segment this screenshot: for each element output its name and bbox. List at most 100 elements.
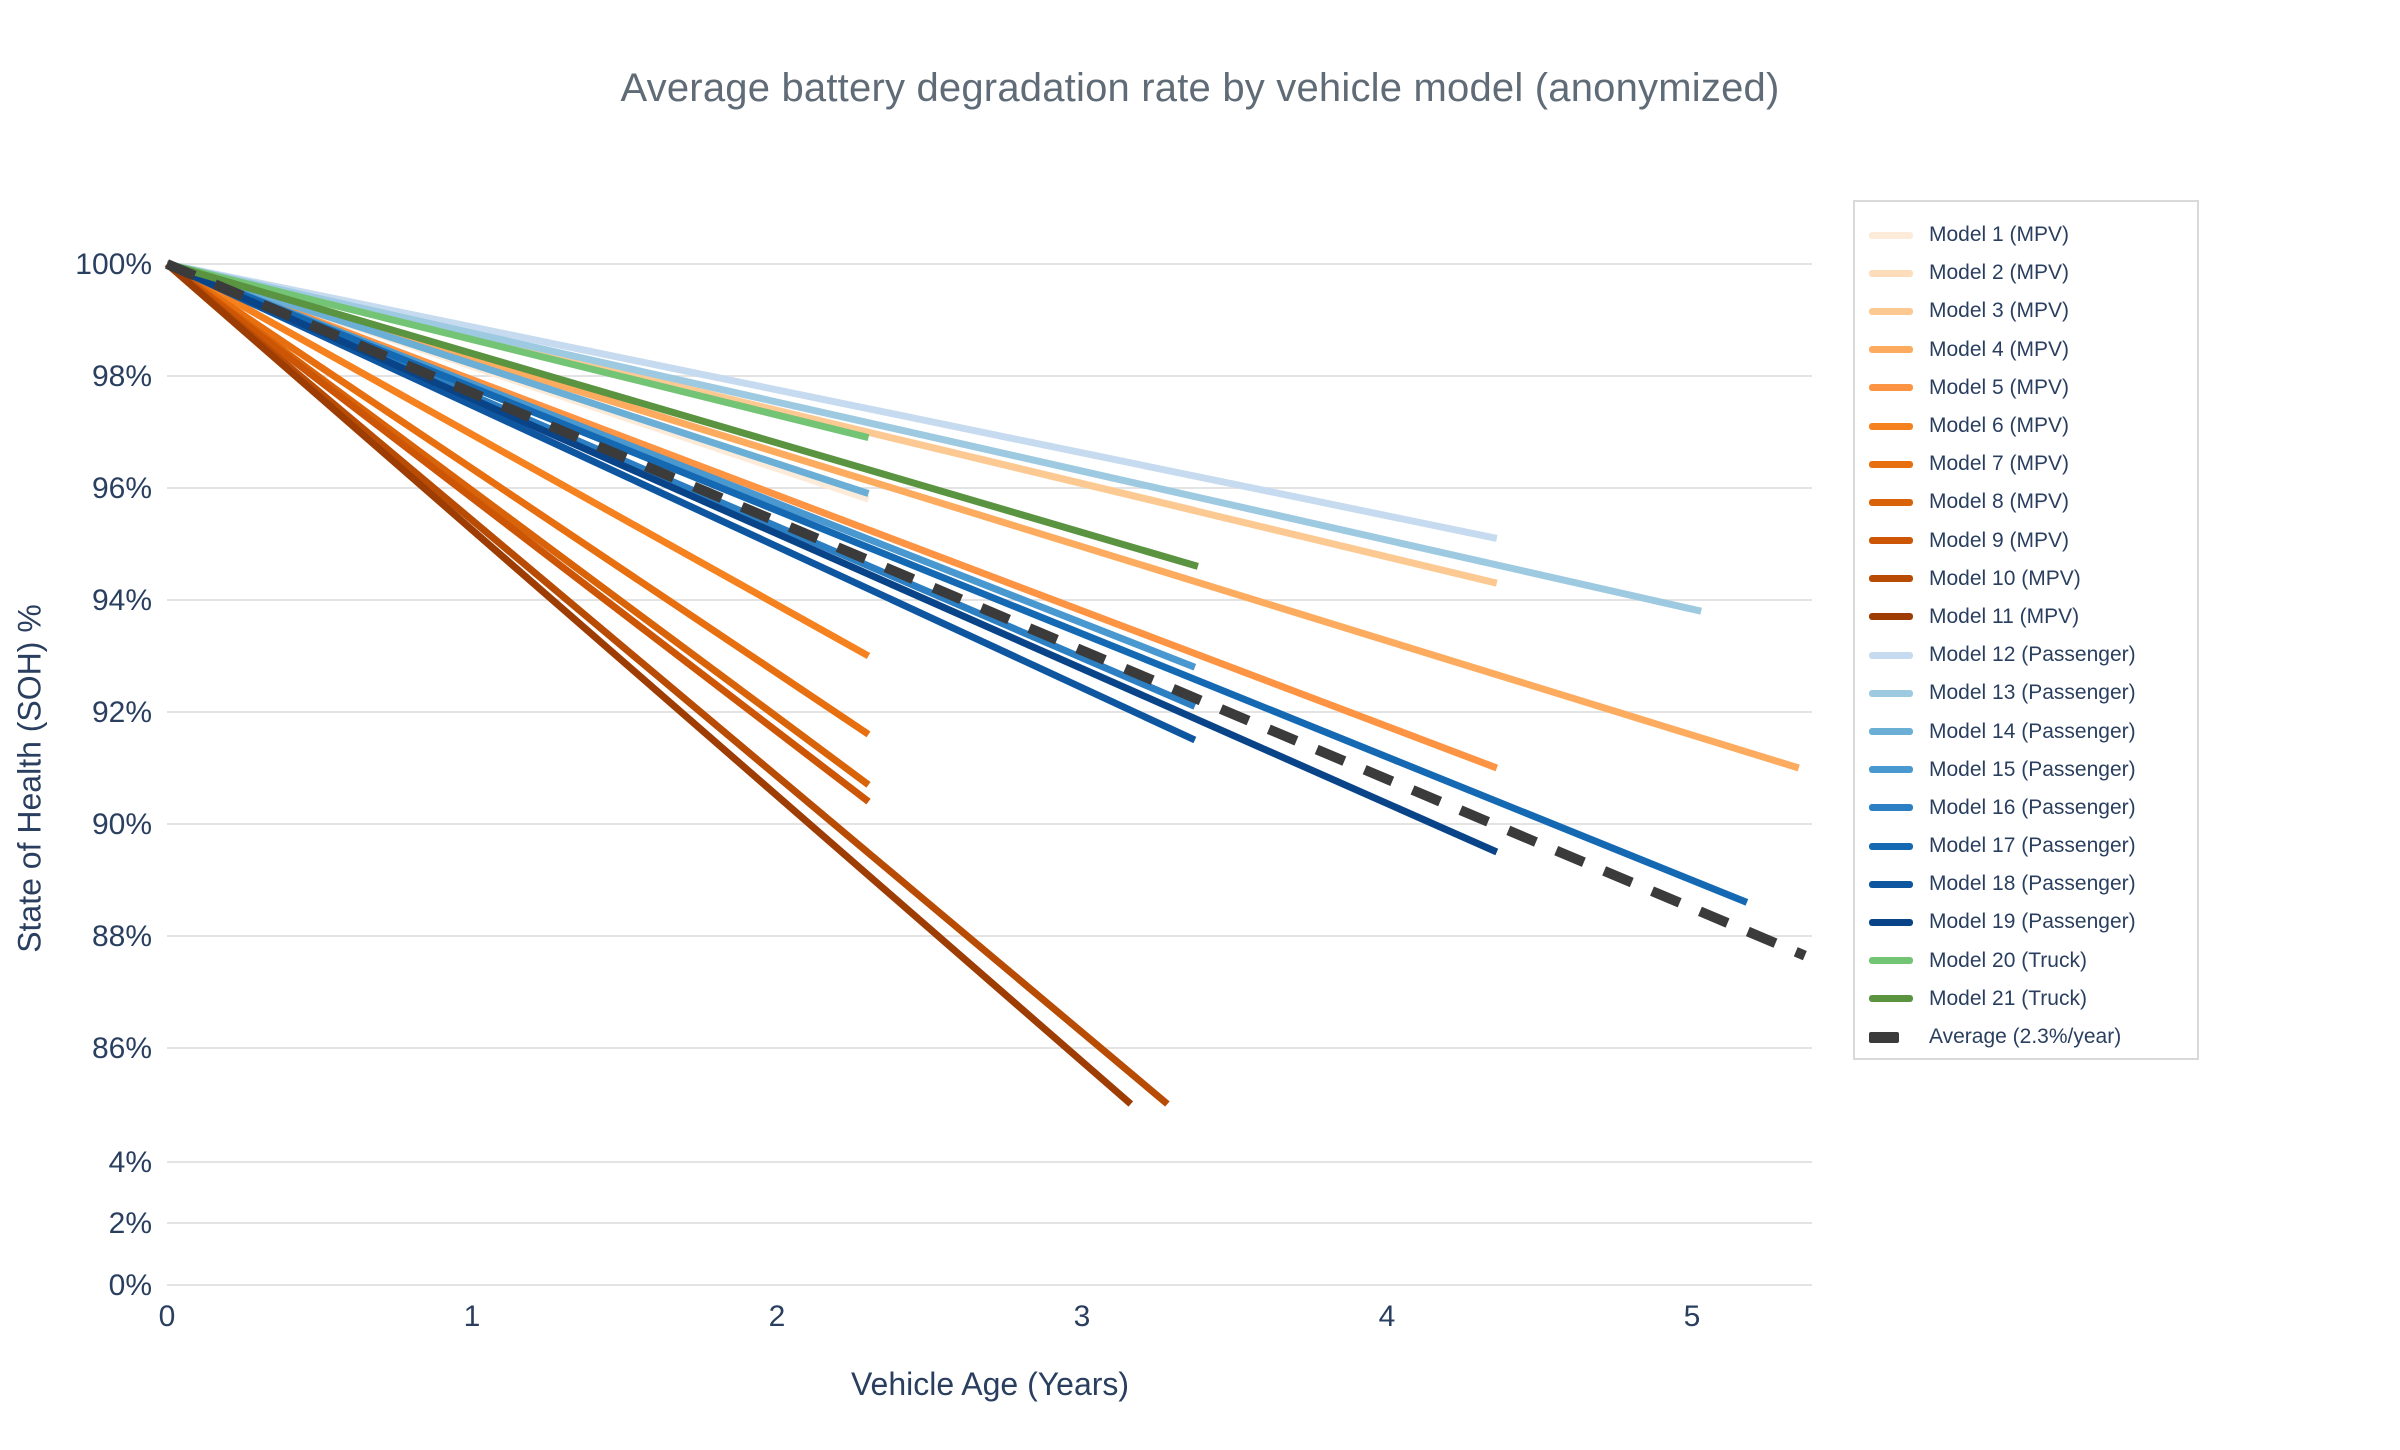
- legend-item-model-10-mpv[interactable]: Model 10 (MPV): [1855, 560, 2197, 598]
- legend-swatch-model-6-mpv: [1869, 422, 1913, 430]
- x-tick-label-2: 2: [769, 1300, 786, 1333]
- legend-item-model-6-mpv[interactable]: Model 6 (MPV): [1855, 407, 2197, 445]
- legend-item-model-8-mpv[interactable]: Model 8 (MPV): [1855, 483, 2197, 521]
- series-line-model-21-truck: [166, 260, 1199, 570]
- legend-item-model-19-passenger[interactable]: Model 19 (Passenger): [1855, 903, 2197, 941]
- legend-item-model-4-mpv[interactable]: Model 4 (MPV): [1855, 331, 2197, 369]
- y-tick-label-90: 90%: [92, 808, 152, 841]
- y-tick-label-94: 94%: [92, 584, 152, 617]
- legend-swatch-model-13-passenger: [1869, 689, 1913, 697]
- y-axis-title: State of Health (SOH) %: [11, 604, 48, 953]
- series-line-model-13-passenger: [166, 260, 1702, 615]
- legend-label-model-11-mpv: Model 11 (MPV): [1929, 604, 2080, 628]
- x-axis-title: Vehicle Age (Years): [850, 1366, 1130, 1402]
- legend-label-model-18-passenger: Model 18 (Passenger): [1929, 872, 2136, 896]
- legend-item-model-7-mpv[interactable]: Model 7 (MPV): [1855, 445, 2197, 483]
- legend-swatch-model-1-mpv: [1869, 231, 1913, 239]
- series-line-model-9-mpv: [164, 261, 871, 805]
- x-tick-label-3: 3: [1074, 1300, 1091, 1333]
- legend-swatch-model-7-mpv: [1869, 460, 1913, 468]
- legend-item-model-12-passenger[interactable]: Model 12 (Passenger): [1855, 636, 2197, 674]
- y-tick-label-4: 4%: [109, 1146, 152, 1179]
- series-line-model-4-mpv: [165, 260, 1800, 772]
- legend-label-model-14-passenger: Model 14 (Passenger): [1929, 719, 2136, 743]
- legend-label-model-6-mpv: Model 6 (MPV): [1929, 414, 2070, 438]
- legend-item-model-9-mpv[interactable]: Model 9 (MPV): [1855, 522, 2197, 560]
- legend-item-model-13-passenger[interactable]: Model 13 (Passenger): [1855, 674, 2197, 712]
- legend-label-model-4-mpv: Model 4 (MPV): [1929, 337, 2070, 361]
- series-line-model-11-mpv: [164, 261, 1134, 1107]
- legend-swatch-model-20-truck: [1869, 957, 1913, 965]
- legend-swatch-average-2-3-year: [1869, 1031, 1899, 1043]
- legend-swatch-model-12-passenger: [1869, 651, 1913, 659]
- x-tick-label-1: 1: [464, 1300, 481, 1333]
- legend-swatch-model-15-passenger: [1869, 766, 1913, 774]
- legend-swatch-model-2-mpv: [1869, 269, 1913, 277]
- legend-label-average-2-3-year: Average (2.3%/year): [1929, 1025, 2122, 1049]
- legend-swatch-model-10-mpv: [1869, 575, 1913, 583]
- legend-item-model-20-truck[interactable]: Model 20 (Truck): [1855, 942, 2197, 980]
- legend-swatch-model-4-mpv: [1869, 346, 1913, 354]
- legend-label-model-8-mpv: Model 8 (MPV): [1929, 490, 2070, 514]
- legend-item-model-3-mpv[interactable]: Model 3 (MPV): [1855, 292, 2197, 330]
- series-line-model-12-passenger: [166, 260, 1498, 542]
- legend-swatch-model-16-passenger: [1869, 804, 1913, 812]
- legend-item-model-17-passenger[interactable]: Model 17 (Passenger): [1855, 827, 2197, 865]
- legend-label-model-9-mpv: Model 9 (MPV): [1929, 528, 2070, 552]
- x-tick-label-0: 0: [159, 1300, 176, 1333]
- legend-swatch-model-9-mpv: [1869, 537, 1913, 545]
- legend-swatch-model-5-mpv: [1869, 384, 1913, 392]
- legend-swatch-model-18-passenger: [1869, 880, 1913, 888]
- legend-label-model-2-mpv: Model 2 (MPV): [1929, 261, 2070, 285]
- series-line-model-20-truck: [166, 260, 870, 441]
- legend-swatch-model-11-mpv: [1869, 613, 1913, 621]
- legend-label-model-5-mpv: Model 5 (MPV): [1929, 375, 2070, 399]
- legend-label-model-1-mpv: Model 1 (MPV): [1929, 223, 2070, 247]
- legend-item-model-2-mpv[interactable]: Model 2 (MPV): [1855, 254, 2197, 292]
- series-line-model-6-mpv: [165, 260, 871, 660]
- y-tick-label-92: 92%: [92, 696, 152, 729]
- legend-item-model-11-mpv[interactable]: Model 11 (MPV): [1855, 598, 2197, 636]
- y-tick-label-88: 88%: [92, 920, 152, 953]
- legend-label-model-19-passenger: Model 19 (Passenger): [1929, 910, 2136, 934]
- legend: Model 1 (MPV) Model 2 (MPV) Model 3 (MPV) M…: [1853, 200, 2199, 1060]
- legend-item-model-18-passenger[interactable]: Model 18 (Passenger): [1855, 865, 2197, 903]
- legend-item-model-15-passenger[interactable]: Model 15 (Passenger): [1855, 751, 2197, 789]
- y-tick-label-2: 2%: [109, 1207, 152, 1240]
- legend-label-model-20-truck: Model 20 (Truck): [1929, 948, 2087, 972]
- legend-swatch-model-21-truck: [1869, 995, 1913, 1003]
- legend-label-model-15-passenger: Model 15 (Passenger): [1929, 757, 2136, 781]
- legend-item-average-2-3-year[interactable]: Average (2.3%/year): [1855, 1018, 2197, 1056]
- legend-item-model-16-passenger[interactable]: Model 16 (Passenger): [1855, 789, 2197, 827]
- legend-label-model-16-passenger: Model 16 (Passenger): [1929, 795, 2136, 819]
- legend-item-model-21-truck[interactable]: Model 21 (Truck): [1855, 980, 2197, 1018]
- legend-label-model-21-truck: Model 21 (Truck): [1929, 986, 2087, 1010]
- y-tick-label-100: 100%: [75, 248, 152, 281]
- series-line-model-10-mpv: [164, 261, 1170, 1107]
- series-line-model-7-mpv: [165, 261, 871, 738]
- y-tick-label-98: 98%: [92, 360, 152, 393]
- legend-label-model-3-mpv: Model 3 (MPV): [1929, 299, 2070, 323]
- x-tick-label-5: 5: [1684, 1300, 1701, 1333]
- x-tick-label-4: 4: [1379, 1300, 1396, 1333]
- legend-swatch-model-14-passenger: [1869, 728, 1913, 736]
- legend-label-model-13-passenger: Model 13 (Passenger): [1929, 681, 2136, 705]
- y-tick-label-96: 96%: [92, 472, 152, 505]
- legend-item-model-14-passenger[interactable]: Model 14 (Passenger): [1855, 712, 2197, 750]
- series-line-model-14-passenger: [165, 260, 870, 497]
- y-tick-label-86: 86%: [92, 1032, 152, 1065]
- series-line-model-17-passenger: [165, 260, 1749, 906]
- legend-label-model-10-mpv: Model 10 (MPV): [1929, 566, 2081, 590]
- legend-swatch-model-19-passenger: [1869, 918, 1913, 926]
- legend-label-model-12-passenger: Model 12 (Passenger): [1929, 643, 2136, 667]
- legend-item-model-5-mpv[interactable]: Model 5 (MPV): [1855, 369, 2197, 407]
- series-line-model-19-passenger: [165, 260, 1499, 856]
- legend-label-model-7-mpv: Model 7 (MPV): [1929, 452, 2070, 476]
- legend-label-model-17-passenger: Model 17 (Passenger): [1929, 834, 2136, 858]
- legend-swatch-model-3-mpv: [1869, 307, 1913, 315]
- chart-title: Average battery degradation rate by vehi…: [620, 66, 1780, 110]
- y-tick-label-0: 0%: [109, 1269, 152, 1302]
- legend-item-model-1-mpv[interactable]: Model 1 (MPV): [1855, 216, 2197, 254]
